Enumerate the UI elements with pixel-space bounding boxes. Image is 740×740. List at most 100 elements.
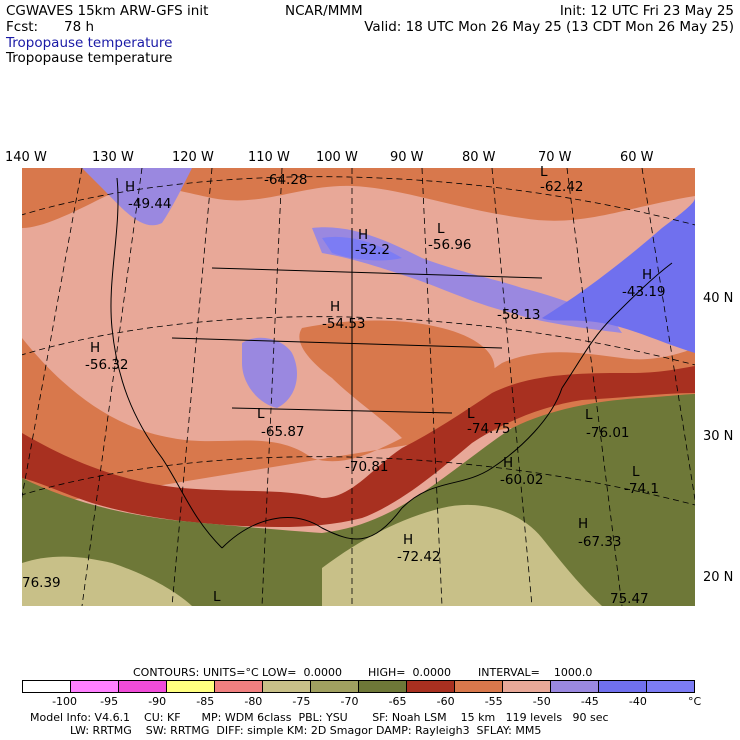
color-scale-tick-label: -40 [628,695,647,708]
tropopause-temperature-map [22,168,695,606]
contours-low: LOW= 0.0000 [262,666,342,679]
color-scale-swatch [167,681,215,692]
temperature-band-blue-northeast [542,198,695,353]
extremum-type: H [125,179,136,195]
extremum-value: 75.47 [610,591,649,607]
temperature-band-blue-great-lakes [322,236,402,261]
temperature-band-lavender-mountain [242,337,297,408]
extremum-type: L [585,407,593,423]
color-scale-tick-label: -75 [292,695,311,708]
extremum-type: H [642,267,653,283]
color-scale-swatch [263,681,311,692]
color-scale-swatch [71,681,119,692]
color-scale-tick-label: -85 [196,695,215,708]
color-scale-tick-label: -95 [100,695,119,708]
extremum-value: -64.28 [264,172,308,188]
contours-units: UNITS=°C [203,666,259,679]
latitude-label-30n: 30 N [703,429,734,444]
extremum-value: -49.44 [128,196,172,212]
color-scale-tick-label: -50 [532,695,551,708]
temperature-band-orange-central [299,320,495,438]
extremum-type: H [90,340,101,356]
extremum-type: L [437,221,445,237]
extremum-value: -74.75 [467,421,511,437]
color-scale-swatch [311,681,359,692]
contours-label: CONTOURS: [133,666,200,679]
latitude-label-40n: 40 N [703,291,734,306]
extremum-type: H [503,455,514,471]
coastline-outlines [110,177,673,549]
color-scale-tick-label: -55 [484,695,503,708]
temperature-band-light-olive-west [22,556,192,606]
forecast-label: Fcst: [6,19,39,35]
extremum-type: H [358,227,369,243]
color-scale-swatch [23,681,71,692]
color-scale-tick-label: -45 [580,695,599,708]
extremum-value: 76.39 [22,575,61,591]
model-title: CGWAVES 15km ARW-GFS init [6,3,209,19]
extremum-type: L [213,589,221,605]
extremum-value: -60.02 [500,472,544,488]
physics-info-line: LW: RRTMG SW: RRTMG DIFF: simple KM: 2D … [70,724,542,737]
color-scale-swatch [119,681,167,692]
extremum-value: -70.81 [345,459,389,475]
extremum-value: -76.01 [586,425,630,441]
extremum-value: -65.87 [261,424,305,440]
color-scale-swatch [455,681,503,692]
color-scale-swatch [359,681,407,692]
longitude-label-140w: 140 W [5,150,47,165]
color-scale-unit: °C [688,695,702,708]
extremum-type: H [403,532,414,548]
color-scale-swatch [599,681,647,692]
contours-interval: INTERVAL= 1000.0 [478,666,593,679]
longitude-label-60w: 60 W [620,150,654,165]
forecast-hours: 78 h [64,19,95,35]
color-scale-swatch [551,681,599,692]
longitude-label-90w: 90 W [390,150,424,165]
color-scale-swatch [647,681,694,692]
extremum-value: -74.1 [624,481,659,497]
color-scale-swatch [407,681,455,692]
field-name-primary: Tropopause temperature [6,35,173,51]
color-scale-tick-label: -60 [436,695,455,708]
extremum-type: L [632,464,640,480]
extremum-value: -72.42 [397,549,441,565]
extremum-type: L [540,164,548,180]
extremum-type: L [467,406,475,422]
init-time: Init: 12 UTC Fri 23 May 25 [559,3,734,19]
center-label: NCAR/MMM [285,3,363,19]
color-scale-tick-label: -65 [388,695,407,708]
longitude-label-110w: 110 W [248,150,290,165]
color-scale-swatch [503,681,551,692]
temperature-band-lavender-northwest [82,168,192,226]
temperature-band-orange-south [22,338,695,508]
valid-time: Valid: 18 UTC Mon 26 May 25 (13 CDT Mon … [364,19,734,35]
longitude-label-120w: 120 W [172,150,214,165]
color-scale-swatch [215,681,263,692]
color-scale-tick-label: -90 [148,695,167,708]
color-scale-tick-label: -80 [244,695,263,708]
longitude-label-130w: 130 W [92,150,134,165]
longitude-label-70w: 70 W [538,150,572,165]
extremum-value: -56.96 [428,237,472,253]
extremum-type: L [257,406,265,422]
latitude-label-20n: 20 N [703,570,734,585]
extremum-value: -52.2 [355,242,390,258]
longitude-label-100w: 100 W [316,150,358,165]
model-info-line: Model Info: V4.6.1 CU: KF MP: WDM 6class… [30,711,609,724]
extremum-type: H [330,299,341,315]
contours-high: HIGH= 0.0000 [368,666,452,679]
color-scale-tick-label: -100 [52,695,78,708]
extremum-type: H [578,516,589,532]
longitude-label-80w: 80 W [462,150,496,165]
extremum-value: -54.53 [322,316,366,332]
extremum-value: -43.19 [622,284,666,300]
color-scale-tick-label: -70 [340,695,359,708]
field-name-secondary: Tropopause temperature [6,50,173,66]
extremum-value: -62.42 [540,179,584,195]
temperature-band-light-olive [322,504,602,606]
color-scale-bar [22,680,695,693]
extremum-value: -56.32 [85,357,129,373]
extremum-value: -58.13 [497,307,541,323]
extremum-value: -67.33 [578,534,622,550]
